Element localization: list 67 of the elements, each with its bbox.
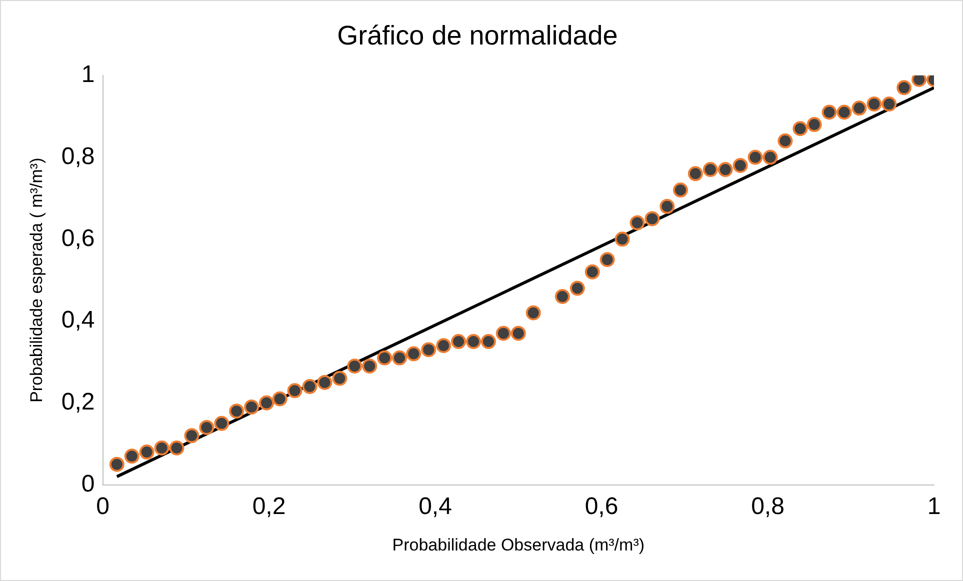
point (882, 96, 897, 112)
point (792, 121, 808, 136)
point (421, 342, 436, 358)
point (822, 104, 837, 120)
point (124, 448, 140, 464)
y-tick-label: 1 (81, 61, 95, 88)
point (526, 305, 541, 320)
x-tick-label: 0,8 (751, 492, 784, 520)
point (229, 404, 244, 419)
point (480, 334, 496, 350)
point (852, 100, 867, 116)
point (600, 252, 615, 268)
x-tick-label: 0,6 (584, 492, 618, 520)
point (614, 232, 630, 247)
point (778, 133, 793, 148)
point (732, 158, 748, 173)
point (644, 211, 660, 226)
point (570, 280, 585, 296)
point (244, 400, 260, 415)
point (866, 96, 882, 112)
point (214, 416, 230, 431)
y-tick-label: 0,4 (61, 306, 95, 334)
point (302, 379, 318, 394)
point (896, 80, 912, 96)
y-tick-label: 0 (81, 470, 95, 498)
point (836, 104, 852, 120)
point (436, 338, 452, 354)
y-axis-title: Probabilidade esperada ( m³/m³) (26, 158, 46, 402)
point (109, 456, 124, 472)
point (496, 326, 511, 341)
x-tick-label: 1 (927, 492, 941, 520)
point (169, 440, 184, 456)
point (317, 374, 332, 390)
point (554, 288, 570, 304)
point (272, 391, 288, 406)
point (332, 370, 348, 386)
point (762, 150, 778, 165)
point (466, 334, 481, 350)
chart-title: Gráfico de normalidade (337, 20, 618, 51)
point (451, 334, 466, 350)
point (672, 182, 688, 198)
x-axis-title: Probabilidade Observada (m³/m³) (392, 535, 645, 554)
point (748, 150, 763, 165)
point (630, 215, 645, 230)
point (660, 198, 675, 214)
point (259, 395, 274, 410)
point (154, 440, 170, 456)
point (718, 162, 733, 178)
point (362, 358, 378, 374)
point (287, 383, 302, 398)
y-tick-label: 0,6 (61, 224, 95, 252)
point (392, 350, 408, 366)
y-tick-label: 0,8 (61, 142, 95, 170)
point (806, 117, 822, 132)
y-tick-label: 0,2 (61, 388, 95, 416)
x-tick-label: 0,2 (252, 492, 286, 520)
point (184, 428, 200, 444)
point (702, 162, 718, 178)
point (510, 326, 526, 341)
point (139, 444, 154, 460)
point (406, 346, 422, 362)
point (347, 358, 362, 374)
point (688, 166, 703, 182)
point (584, 264, 600, 280)
x-tick-label: 0,4 (418, 492, 452, 520)
point (199, 420, 214, 435)
point (377, 350, 392, 366)
